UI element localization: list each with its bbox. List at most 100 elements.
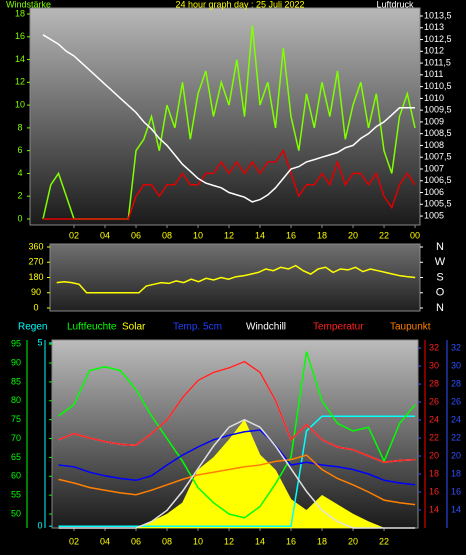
y-tick-label: 14 — [451, 504, 461, 514]
y-tick-label: 270 — [28, 257, 43, 267]
x-tick-label: 06 — [131, 230, 141, 240]
y-tick-label: 75 — [11, 414, 21, 424]
x-tick-label: 22 — [379, 536, 389, 546]
x-tick-label: 16 — [286, 536, 296, 546]
legend-label: Luftfeuchte — [67, 322, 117, 333]
y-tick-label: 1010 — [424, 93, 444, 103]
x-tick-label: 16 — [286, 230, 296, 240]
y-tick-label: N — [436, 241, 444, 253]
y-tick-label: 24 — [451, 414, 461, 424]
x-tick-label: 20 — [348, 230, 358, 240]
legend-label: Windchill — [246, 322, 286, 333]
y-tick-label: 1013,5 — [424, 10, 452, 20]
x-tick-label: 10 — [193, 536, 203, 546]
y-tick-label: W — [435, 256, 446, 268]
y-tick-label: 28 — [451, 378, 461, 388]
y-tick-label: 32 — [429, 342, 439, 352]
y-tick-label: 1006 — [424, 187, 444, 197]
legend-label: Taupunkt — [390, 322, 431, 333]
y-tick-label: 0 — [33, 302, 38, 312]
y-tick-label: 16 — [451, 486, 461, 496]
y-tick-label: 80 — [11, 395, 21, 405]
y-tick-label: 0 — [37, 521, 42, 531]
y-tick-label: 60 — [11, 471, 21, 481]
y-tick-label: 5 — [37, 337, 42, 347]
y-tick-label: 55 — [11, 490, 21, 500]
legend-label: Temperatur — [313, 322, 364, 333]
y-tick-label: S — [436, 271, 443, 283]
y-tick-label: 0 — [17, 213, 22, 223]
y-tick-label: 26 — [451, 396, 461, 406]
x-tick-label: 10 — [193, 230, 203, 240]
legend-label: Temp. 5cm — [173, 322, 222, 333]
y-tick-label: 1008 — [424, 140, 444, 150]
y-tick-label: 180 — [28, 272, 43, 282]
y-tick-label: 26 — [429, 396, 439, 406]
y-tick-label: 30 — [429, 360, 439, 370]
x-tick-label: 12 — [224, 230, 234, 240]
line — [58, 418, 416, 529]
x-tick-label: 04 — [100, 536, 110, 546]
line — [43, 149, 416, 220]
y-tick-label: 90 — [11, 357, 21, 367]
x-tick-label: 14 — [255, 536, 265, 546]
y-tick-label: 1010,5 — [424, 81, 452, 91]
y-tick-label: 85 — [11, 376, 21, 386]
y-tick-label: 95 — [11, 339, 21, 349]
y-tick-label: 18 — [429, 468, 439, 478]
y-tick-label: 8 — [17, 122, 22, 132]
y-tick-label: 65 — [11, 452, 21, 462]
line — [42, 34, 415, 203]
x-tick-label: 12 — [224, 536, 234, 546]
y-tick-label: 1007 — [424, 163, 444, 173]
x-tick-label: 08 — [162, 536, 172, 546]
y-tick-label: 14 — [15, 54, 25, 64]
line — [58, 429, 416, 486]
y-tick-label: 24 — [429, 414, 439, 424]
y-tick-label: 20 — [429, 450, 439, 460]
x-tick-label: 02 — [69, 230, 79, 240]
line — [58, 415, 416, 527]
y-tick-label: 6 — [17, 145, 22, 155]
y-tick-label: 22 — [451, 432, 461, 442]
y-tick-label: 1011,5 — [424, 57, 451, 67]
y-tick-label: N — [436, 302, 444, 314]
x-tick-label: 14 — [255, 230, 265, 240]
y-tick-label: 1005 — [424, 210, 444, 220]
plot-area — [29, 7, 421, 226]
y-tick-label: 16 — [15, 31, 25, 41]
y-tick-label: 30 — [451, 360, 461, 370]
x-tick-label: 02 — [69, 536, 79, 546]
y-tick-label: O — [436, 287, 445, 299]
y-tick-label: 1007,5 — [424, 152, 452, 162]
line — [56, 264, 416, 294]
y-tick-label: 28 — [429, 378, 439, 388]
y-tick-label: 4 — [17, 168, 22, 178]
line — [58, 351, 416, 519]
x-tick-label: 22 — [379, 230, 389, 240]
y-tick-label: 32 — [451, 342, 461, 352]
x-tick-label: 08 — [162, 230, 172, 240]
x-tick-label: 06 — [131, 536, 141, 546]
line — [58, 454, 416, 506]
y-tick-label: 12 — [15, 77, 25, 87]
y-tick-label: 16 — [429, 486, 439, 496]
y-tick-label: 1009,5 — [424, 105, 452, 115]
y-tick-label: 90 — [31, 287, 41, 297]
y-tick-label: 1009 — [424, 116, 444, 126]
x-tick-label: 20 — [348, 536, 358, 546]
y-tick-label: 1005,5 — [424, 199, 452, 209]
y-tick-label: 1012 — [424, 46, 444, 56]
y-tick-label: 20 — [451, 450, 461, 460]
legend-label: Solar — [122, 322, 146, 333]
y-tick-label: 2 — [17, 191, 22, 201]
y-tick-label: 14 — [429, 504, 439, 514]
y-tick-label: 1006,5 — [424, 175, 452, 185]
legend-label: Regen — [18, 322, 47, 333]
y-tick-label: 70 — [11, 433, 21, 443]
y-tick-label: 1011 — [424, 69, 443, 79]
x-tick-label: 00 — [410, 230, 420, 240]
y2-axis-label: Luftdruck — [376, 0, 414, 9]
y-tick-label: 1013 — [424, 22, 444, 32]
